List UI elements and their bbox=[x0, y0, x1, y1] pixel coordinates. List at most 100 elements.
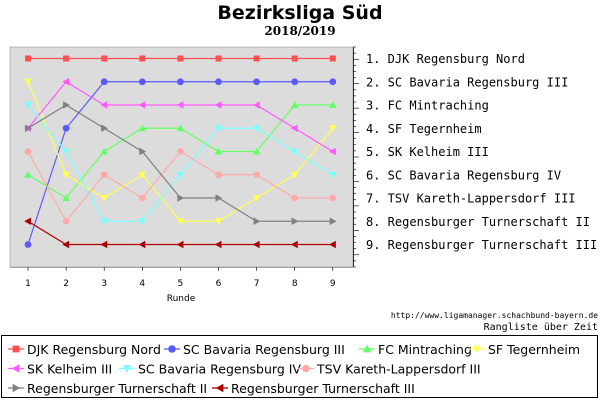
data-point bbox=[138, 101, 146, 109]
data-point bbox=[176, 101, 184, 109]
data-point bbox=[62, 171, 70, 179]
data-point bbox=[100, 101, 108, 109]
x-tick-label: 3 bbox=[101, 279, 107, 289]
data-point bbox=[101, 124, 108, 133]
data-point bbox=[252, 194, 261, 202]
rank-label: 9. Regensburger Turnerschaft III bbox=[366, 238, 597, 252]
data-point bbox=[177, 194, 185, 202]
legend-label: SC Bavaria Regensburg IV bbox=[138, 362, 301, 377]
data-point bbox=[215, 171, 222, 179]
legend-item-sc-bavaria-regensburg-iv: SC Bavaria Regensburg IV bbox=[119, 362, 301, 377]
x-axis: 1 2 3 4 5 6 7 8 9 bbox=[10, 267, 353, 289]
data-point bbox=[63, 55, 70, 62]
data-point bbox=[177, 78, 184, 86]
rank-label: 5. SK Kelheim III bbox=[366, 145, 489, 159]
x-tick-label: 1 bbox=[25, 279, 31, 289]
data-point bbox=[100, 194, 108, 202]
rank-label: 6. SC Bavaria Regensburg IV bbox=[366, 168, 561, 182]
legend-label: Regensburger Turnerschaft II bbox=[27, 381, 207, 396]
data-point bbox=[24, 101, 32, 109]
source-url: http://www.ligamanager.schachbund-bayern… bbox=[390, 311, 598, 320]
legend-item-djk-regensburg-nord: DJK Regensburg Nord bbox=[8, 342, 161, 357]
data-point bbox=[24, 78, 32, 86]
data-point bbox=[62, 124, 70, 132]
data-point bbox=[214, 240, 222, 249]
data-point bbox=[329, 240, 336, 249]
legend-item-tsv-kareth-lappersdorf-iii: TSV Kareth-Lappersdorf III bbox=[298, 362, 481, 377]
data-point bbox=[253, 171, 260, 179]
legend-label: DJK Regensburg Nord bbox=[27, 342, 161, 357]
data-point bbox=[62, 148, 70, 156]
data-point bbox=[290, 124, 298, 133]
legend-marker bbox=[12, 345, 20, 353]
legend-marker bbox=[472, 345, 482, 354]
legend-marker bbox=[11, 364, 20, 373]
data-point bbox=[24, 217, 32, 226]
x-tick-label: 7 bbox=[254, 279, 260, 289]
chart-subtitle: 2018/2019 bbox=[264, 24, 336, 38]
data-point bbox=[290, 101, 299, 109]
data-point bbox=[100, 218, 108, 226]
legend-label: SF Tegernheim bbox=[488, 342, 580, 357]
x-tick-label: 8 bbox=[292, 279, 298, 289]
data-point bbox=[329, 171, 337, 179]
data-point bbox=[329, 101, 337, 109]
x-axis-label: Runde bbox=[167, 294, 196, 304]
data-point bbox=[176, 124, 185, 132]
data-point bbox=[252, 101, 260, 109]
rank-label: 8. Regensburger Turnerschaft II bbox=[366, 215, 590, 229]
data-point bbox=[291, 217, 299, 226]
legend-item-sc-bavaria-regensburg-iii: SC Bavaria Regensburg III bbox=[164, 342, 345, 357]
rank-label: 4. SF Tegernheim bbox=[366, 122, 482, 136]
legend-marker bbox=[215, 383, 224, 393]
series-sf-tegernheim bbox=[24, 78, 337, 226]
legend-marker bbox=[168, 345, 176, 353]
data-point bbox=[138, 194, 146, 202]
data-point bbox=[177, 148, 184, 155]
data-point bbox=[176, 240, 184, 249]
legend-label: TSV Kareth-Lappersdorf III bbox=[316, 362, 481, 377]
data-point bbox=[100, 78, 108, 86]
rank-label: 2. SC Bavaria Regensburg III bbox=[366, 75, 568, 89]
rank-axis: 1. DJK Regensburg Nord 2. SC Bavaria Rege… bbox=[353, 46, 597, 268]
data-point bbox=[138, 78, 146, 86]
legend-item-sf-tegernheim: SF Tegernheim bbox=[469, 342, 580, 357]
data-point bbox=[24, 124, 32, 133]
data-point bbox=[138, 218, 147, 226]
data-point bbox=[138, 124, 147, 132]
chart-title: Bezirksliga Süd bbox=[217, 2, 383, 24]
x-tick-label: 6 bbox=[216, 279, 222, 289]
legend-label: SK Kelheim III bbox=[27, 362, 112, 377]
data-point bbox=[62, 217, 70, 225]
data-point bbox=[214, 125, 223, 133]
legend: DJK Regensburg Nord SC Bavaria Regensburg… bbox=[1, 335, 598, 398]
series-regensburger-turnerschaft-iii bbox=[24, 217, 336, 249]
data-point bbox=[25, 55, 31, 62]
data-point bbox=[138, 240, 146, 249]
series-regensburger-turnerschaft-ii bbox=[24, 101, 337, 226]
legend-item-sk-kelheim-iii: SK Kelheim III bbox=[8, 362, 112, 377]
data-point bbox=[138, 171, 147, 179]
data-point bbox=[214, 147, 223, 155]
data-point bbox=[100, 171, 108, 179]
data-point bbox=[252, 125, 261, 133]
legend-item-regensburger-turnerschaft-iii: Regensburger Turnerschaft III bbox=[212, 381, 415, 396]
data-point bbox=[100, 240, 108, 249]
ranking-caption: Rangliste über Zeit bbox=[483, 322, 598, 333]
data-point bbox=[24, 170, 32, 178]
data-point bbox=[329, 217, 337, 226]
data-point bbox=[329, 147, 336, 156]
data-point bbox=[291, 78, 299, 86]
series-sk-kelheim-iii bbox=[24, 77, 336, 156]
data-point bbox=[215, 194, 223, 202]
data-point bbox=[253, 217, 261, 226]
x-tick-label: 2 bbox=[63, 279, 69, 289]
legend-label: FC Mintraching bbox=[378, 342, 472, 357]
data-point bbox=[62, 240, 70, 249]
rank-label: 3. FC Mintraching bbox=[366, 99, 489, 113]
legend-marker bbox=[302, 364, 310, 373]
legend-marker bbox=[362, 344, 372, 353]
data-point bbox=[329, 55, 336, 62]
data-point bbox=[63, 101, 70, 109]
data-point bbox=[329, 194, 337, 202]
